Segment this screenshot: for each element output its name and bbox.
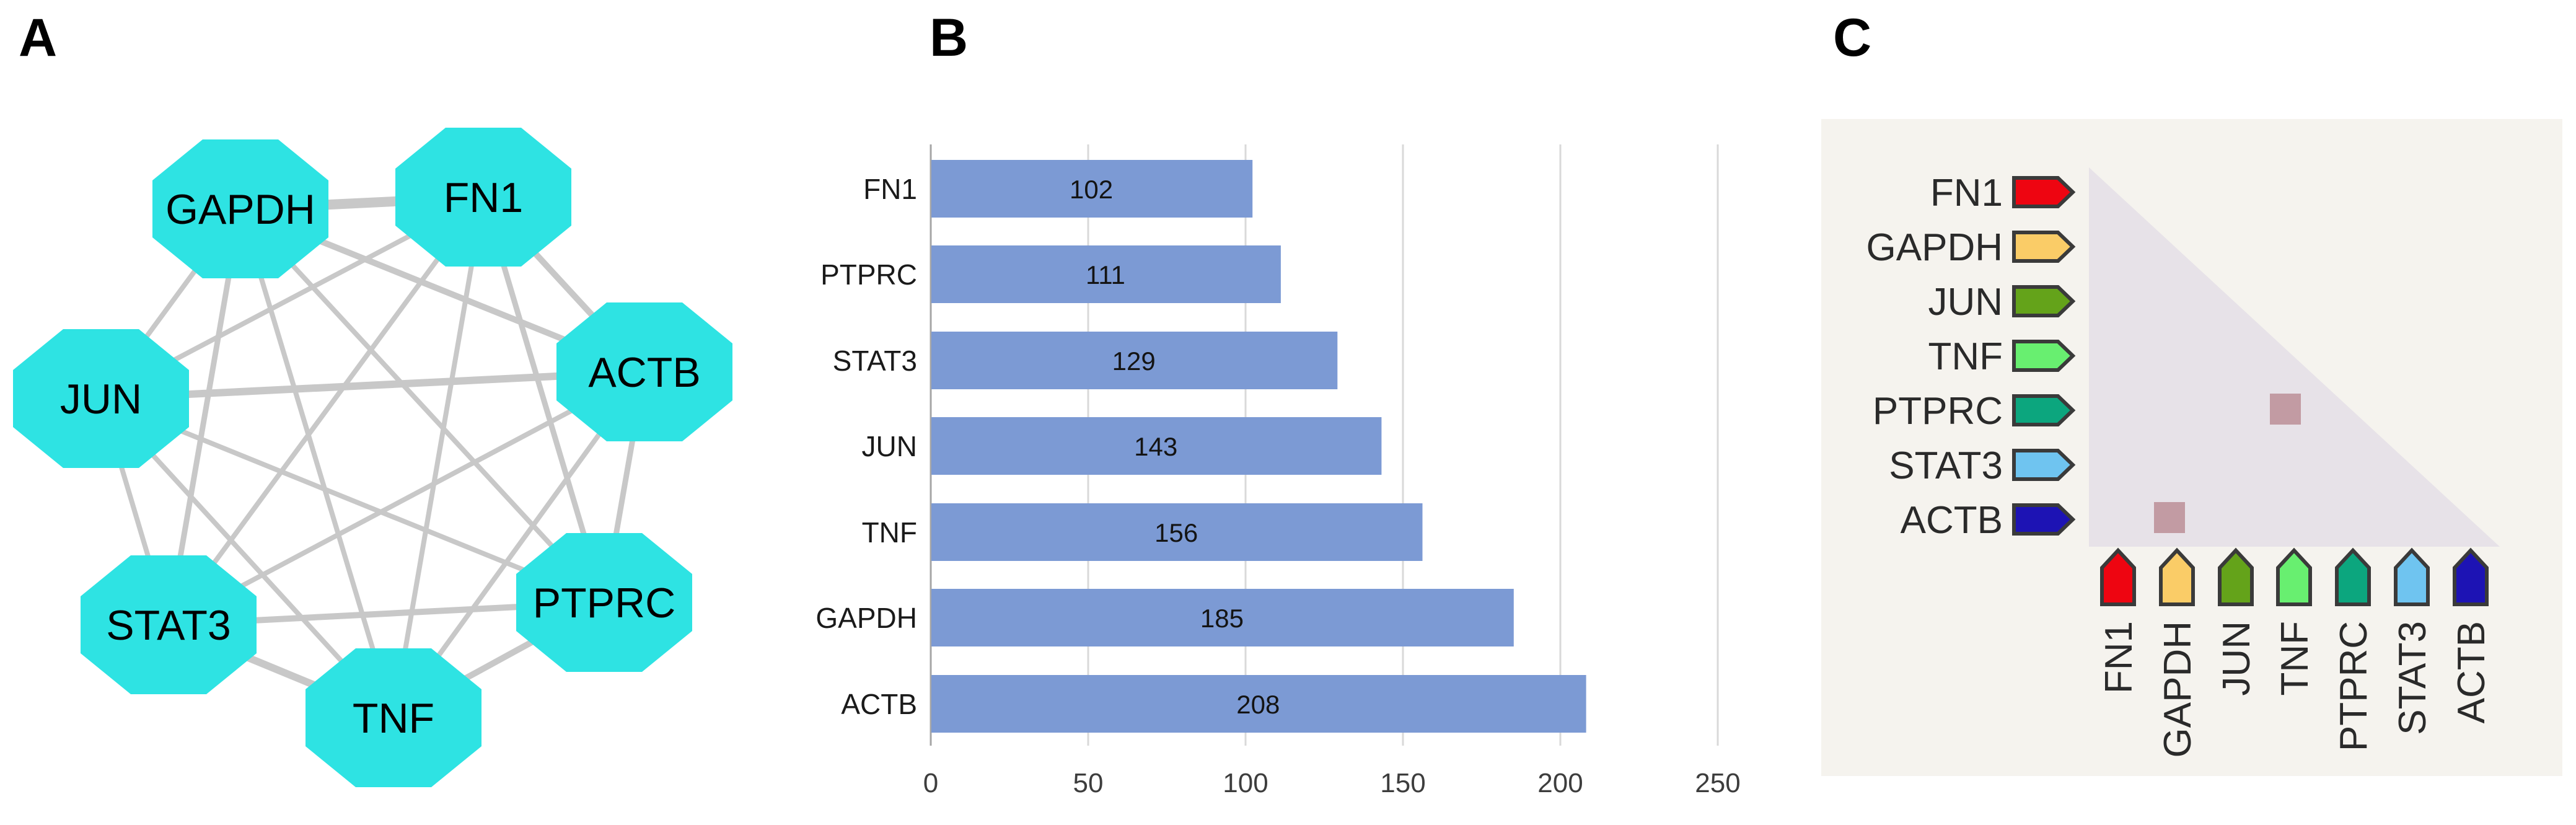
network-nodes: GAPDH FN1 ACTB PTPRC TNF STAT3 JUN bbox=[13, 128, 732, 787]
node-label-ptprc: PTPRC bbox=[533, 580, 675, 627]
row-label-gapdh: GAPDH bbox=[1866, 226, 2003, 269]
bar-value-tnf: 156 bbox=[1154, 518, 1198, 547]
network-edge bbox=[391, 196, 486, 718]
panel-a-label: A bbox=[19, 8, 58, 68]
tnf-row-marker-icon bbox=[2012, 340, 2076, 372]
col-label-fn1: FN1 bbox=[2098, 621, 2140, 694]
category-label-tnf: TNF bbox=[862, 516, 917, 549]
x-tick-50: 50 bbox=[1073, 768, 1104, 798]
bar-gapdh bbox=[931, 589, 1514, 646]
matrix-col-markers bbox=[2100, 547, 2489, 606]
row-label-jun: JUN bbox=[1928, 281, 2003, 324]
stat3-row-marker-icon bbox=[2012, 449, 2076, 481]
bar-ptprc bbox=[931, 245, 1281, 303]
panel-b-label: B bbox=[930, 8, 969, 68]
bar-stat3 bbox=[931, 332, 1338, 389]
ptprc-col-marker-icon bbox=[2335, 547, 2371, 606]
panel-b-bar-chart: 102 111 129 143 156 185 208 FN1 PTPRC ST… bbox=[815, 144, 1741, 798]
ptprc-row-marker-icon bbox=[2012, 394, 2076, 426]
category-label-gapdh: GAPDH bbox=[815, 602, 917, 634]
chart-category-labels: FN1 PTPRC STAT3 JUN TNF GAPDH ACTB bbox=[815, 173, 917, 720]
panel-c-label: C bbox=[1833, 8, 1872, 68]
network-edge bbox=[167, 369, 646, 627]
jun-col-marker-icon bbox=[2218, 547, 2254, 606]
node-label-jun: JUN bbox=[60, 376, 142, 423]
x-tick-200: 200 bbox=[1537, 768, 1583, 798]
bar-jun bbox=[931, 417, 1382, 475]
highlight-cell-ptprc-tnf bbox=[2270, 394, 2301, 425]
fn1-col-marker-icon bbox=[2100, 547, 2136, 606]
tnf-col-marker-icon bbox=[2276, 547, 2312, 606]
bar-value-ptprc: 111 bbox=[1086, 260, 1125, 289]
col-label-stat3: STAT3 bbox=[2391, 621, 2434, 735]
jun-row-marker-icon bbox=[2012, 285, 2076, 317]
x-tick-100: 100 bbox=[1223, 768, 1268, 798]
bar-value-jun: 143 bbox=[1134, 432, 1177, 461]
stat3-col-marker-icon bbox=[2394, 547, 2430, 606]
network-edge bbox=[166, 195, 486, 627]
bar-value-actb: 208 bbox=[1236, 690, 1280, 719]
bar-value-fn1: 102 bbox=[1070, 175, 1113, 204]
chart-bars bbox=[931, 160, 1586, 733]
category-label-stat3: STAT3 bbox=[833, 345, 917, 377]
col-label-actb: ACTB bbox=[2450, 621, 2493, 723]
col-label-jun: JUN bbox=[2215, 621, 2258, 696]
actb-col-marker-icon bbox=[2453, 547, 2489, 606]
row-label-fn1: FN1 bbox=[1930, 172, 2003, 214]
network-edge bbox=[239, 207, 606, 604]
col-label-tnf: TNF bbox=[2274, 621, 2316, 696]
chart-x-axis-ticks: 0 50 100 150 200 250 bbox=[923, 768, 1741, 798]
network-edge bbox=[100, 396, 605, 605]
bar-fn1 bbox=[931, 160, 1253, 218]
row-label-stat3: STAT3 bbox=[1889, 444, 2003, 487]
col-label-ptprc: PTPRC bbox=[2332, 621, 2375, 751]
panel-a-network: GAPDH FN1 ACTB PTPRC TNF STAT3 JUN bbox=[13, 128, 732, 787]
gapdh-col-marker-icon bbox=[2159, 547, 2195, 606]
bar-actb bbox=[931, 675, 1586, 733]
category-label-jun: JUN bbox=[862, 430, 917, 462]
row-label-actb: ACTB bbox=[1901, 499, 2003, 542]
category-label-ptprc: PTPRC bbox=[820, 258, 917, 291]
node-label-tnf: TNF bbox=[353, 695, 434, 742]
fn1-row-marker-icon bbox=[2012, 176, 2076, 208]
bar-value-stat3: 129 bbox=[1112, 346, 1156, 376]
gapdh-row-marker-icon bbox=[2012, 231, 2076, 263]
node-label-actb: ACTB bbox=[588, 349, 700, 396]
matrix-row-markers bbox=[2012, 176, 2076, 536]
node-label-gapdh: GAPDH bbox=[165, 186, 315, 233]
col-label-gapdh: GAPDH bbox=[2156, 621, 2199, 757]
node-label-stat3: STAT3 bbox=[106, 602, 231, 649]
network-edge bbox=[100, 368, 645, 402]
category-label-fn1: FN1 bbox=[863, 173, 917, 205]
highlight-cell-actb-gapdh bbox=[2154, 502, 2185, 533]
correlation-triangle bbox=[2089, 167, 2500, 547]
row-label-tnf: TNF bbox=[1928, 335, 2003, 378]
x-tick-250: 250 bbox=[1695, 768, 1740, 798]
x-tick-150: 150 bbox=[1380, 768, 1425, 798]
chart-value-labels: 102 111 129 143 156 185 208 bbox=[1070, 175, 1280, 719]
actb-row-marker-icon bbox=[2012, 503, 2076, 536]
node-label-fn1: FN1 bbox=[444, 174, 523, 221]
matrix-row-labels: FN1 GAPDH JUN TNF PTPRC STAT3 ACTB bbox=[1866, 172, 2003, 542]
panel-c-matrix: FN1 GAPDH JUN TNF PTPRC STAT3 ACTB bbox=[1821, 119, 2562, 776]
bar-tnf bbox=[931, 503, 1423, 561]
category-label-actb: ACTB bbox=[841, 688, 917, 720]
row-label-ptprc: PTPRC bbox=[1873, 390, 2003, 433]
network-edge bbox=[238, 208, 396, 719]
bar-value-gapdh: 185 bbox=[1200, 604, 1244, 633]
x-tick-0: 0 bbox=[923, 768, 938, 798]
matrix-col-labels: FN1 GAPDH JUN TNF PTPRC STAT3 ACTB bbox=[2098, 621, 2493, 757]
